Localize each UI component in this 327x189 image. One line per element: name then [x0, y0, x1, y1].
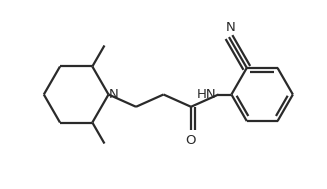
Text: HN: HN [197, 88, 217, 101]
Text: O: O [186, 134, 196, 147]
Text: N: N [226, 21, 235, 34]
Text: N: N [109, 88, 119, 101]
